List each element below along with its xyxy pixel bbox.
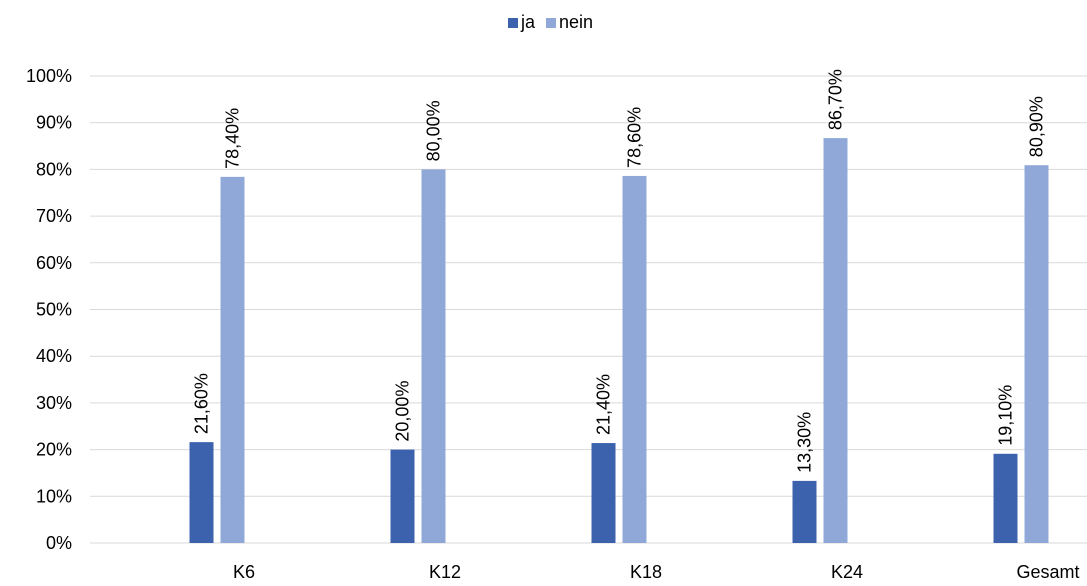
data-label-nein-K18: 78,60% [625,107,645,168]
y-tick-label: 20% [36,440,72,460]
x-tick-label: K24 [831,562,863,581]
y-tick-label: 10% [36,486,72,506]
y-tick-label: 90% [36,113,72,133]
y-tick-label: 60% [36,253,72,273]
y-tick-label: 80% [36,159,72,179]
data-label-nein-K24: 86,70% [826,69,846,130]
y-tick-label: 70% [36,206,72,226]
bar-ja-K6 [189,442,214,543]
data-label-ja-Gesamt: 19,10% [996,385,1016,446]
x-tick-label: K6 [233,562,255,581]
data-label-ja-K12: 20,00% [393,381,413,442]
bar-nein-K18 [622,175,647,544]
y-axis-tick-labels: 0% 10% 20% 30% 40% 50% 60% 70% 80% 90% 100% [26,66,72,553]
bars [189,138,1049,544]
data-label-nein-K6: 78,40% [223,108,243,169]
bar-ja-K24 [792,480,817,543]
data-label-nein-Gesamt: 80,90% [1027,96,1047,157]
y-tick-label: 40% [36,346,72,366]
y-tick-label: 0% [46,533,72,553]
bar-nein-K24 [823,138,848,543]
data-labels: 21,60% 78,40% 20,00% 80,00% 21,40% 78,60% 13,3… [192,69,1047,473]
data-label-ja-K18: 21,40% [594,374,614,435]
legend: ja nein [508,12,593,32]
bar-ja-K12 [390,449,415,543]
bar-nein-Gesamt [1024,165,1049,543]
data-label-ja-K24: 13,30% [795,412,815,473]
y-tick-label: 30% [36,393,72,413]
bar-ja-K18 [591,443,616,543]
y-tick-label: 100% [26,66,72,86]
x-tick-label: Gesamt [1016,562,1079,581]
y-tick-label: 50% [36,300,72,320]
x-tick-label: K18 [630,562,662,581]
bar-nein-K12 [421,169,446,543]
data-label-nein-K12: 80,00% [424,100,444,161]
legend-label-nein: nein [559,12,593,32]
bar-ja-Gesamt [993,453,1018,543]
x-tick-label: K12 [429,562,461,581]
legend-swatch-ja [508,18,518,28]
data-label-ja-K6: 21,60% [192,373,212,434]
bar-nein-K6 [220,176,245,543]
x-axis-tick-labels: K6 K12 K18 K24 Gesamt [233,562,1080,582]
legend-swatch-nein [546,18,556,28]
legend-label-ja: ja [520,12,536,32]
gridlines [90,75,1087,544]
